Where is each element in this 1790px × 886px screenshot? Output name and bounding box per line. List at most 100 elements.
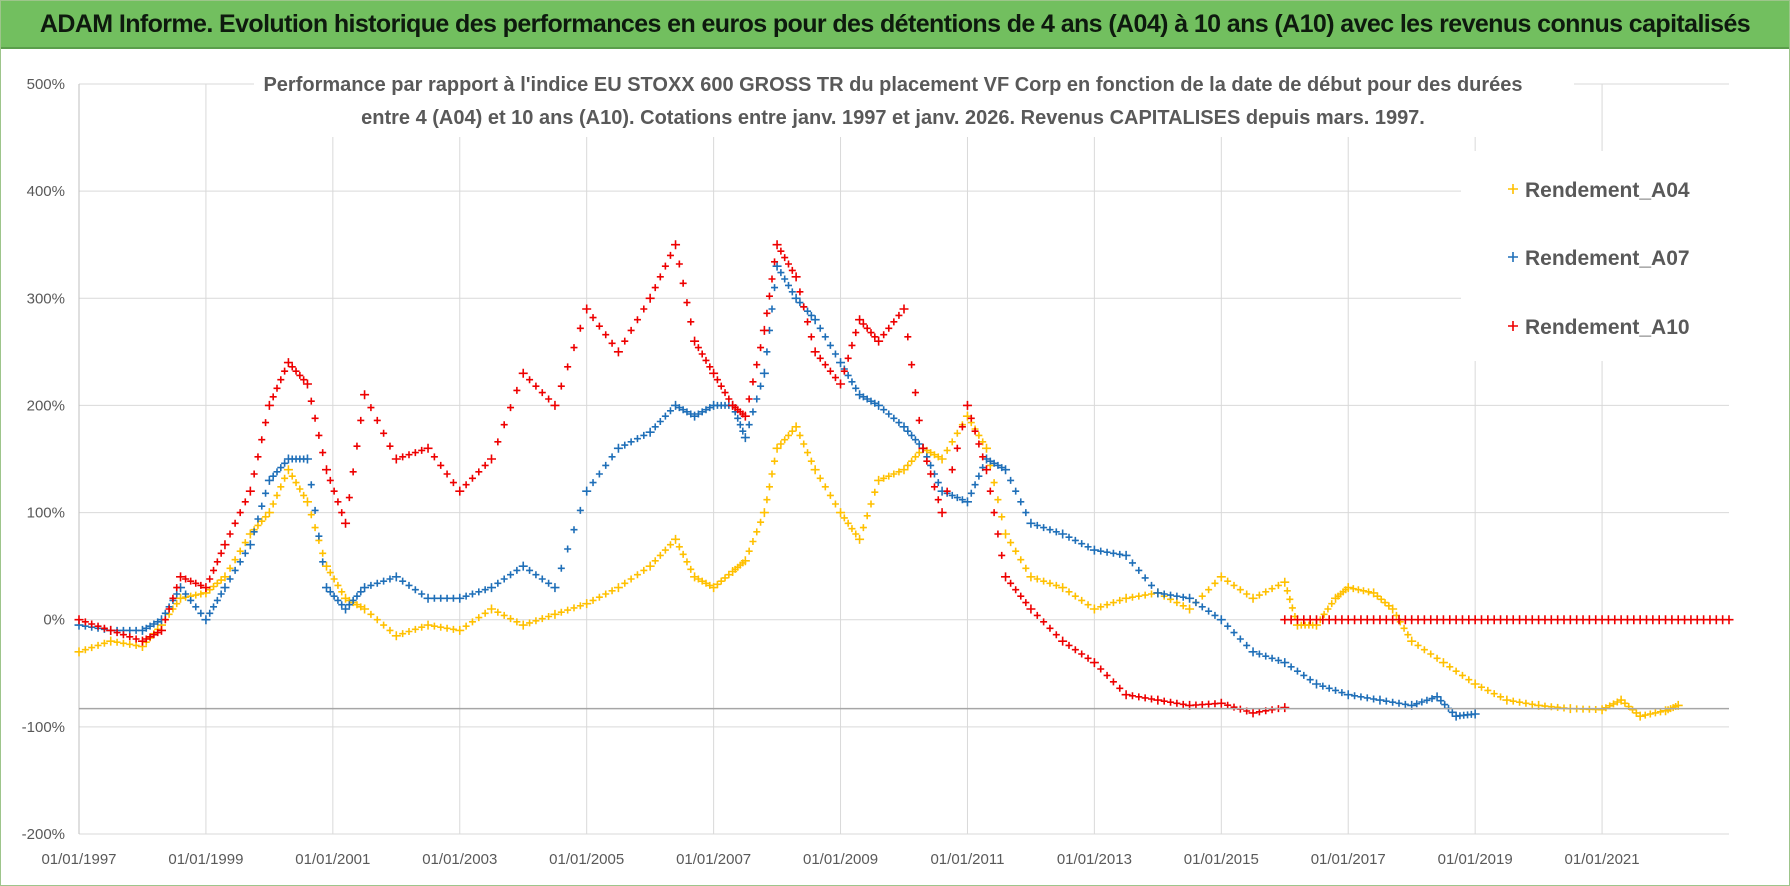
data-point-interp — [844, 519, 852, 527]
data-point-interp — [1012, 586, 1020, 594]
data-point-interp — [197, 590, 205, 598]
data-point-interp — [979, 453, 987, 461]
data-point-interp — [1621, 699, 1629, 707]
data-point-interp — [757, 518, 765, 526]
data-point-interp — [126, 640, 134, 648]
data-point-interp — [296, 485, 304, 493]
data-point-interp — [763, 496, 771, 504]
data-point-interp — [173, 590, 181, 598]
data-point-interp — [557, 608, 565, 616]
data-point-interp — [852, 530, 860, 538]
data-point-interp — [859, 320, 867, 328]
data-point-interp — [880, 331, 888, 339]
data-point-interp — [831, 374, 839, 382]
data-point — [962, 400, 972, 410]
data-point-interp — [721, 574, 729, 582]
data-point-interp — [281, 474, 289, 482]
data-point-interp — [1465, 676, 1473, 684]
data-point-interp — [725, 571, 733, 579]
data-point-interp — [1224, 701, 1232, 709]
data-point-interp — [1324, 605, 1332, 613]
data-point — [1058, 583, 1068, 593]
x-tick-label: 01/01/2013 — [1057, 851, 1132, 868]
data-point-interp — [934, 496, 942, 504]
y-tick-label: 500% — [27, 76, 65, 93]
data-point-interp — [1300, 671, 1308, 679]
data-point-interp — [1236, 586, 1244, 594]
data-point-interp — [848, 525, 856, 533]
data-point-interp — [927, 470, 935, 478]
data-point-interp — [1338, 689, 1346, 697]
data-point — [855, 390, 865, 400]
data-point-interp — [250, 528, 258, 536]
data-point-interp — [315, 532, 323, 540]
data-point-interp — [269, 393, 277, 401]
data-point-interp — [698, 350, 706, 358]
data-point-interp — [557, 382, 565, 390]
data-point-interp — [1651, 709, 1659, 717]
data-point — [690, 336, 700, 346]
data-point-interp — [411, 586, 419, 594]
data-point-interp — [895, 419, 903, 427]
data-point-interp — [885, 324, 893, 332]
subtitle-background — [254, 67, 1574, 137]
data-point-interp — [1012, 547, 1020, 555]
data-point-interp — [1328, 600, 1336, 608]
data-point-interp — [781, 436, 789, 444]
data-point-interp — [816, 354, 824, 362]
data-point-interp — [217, 576, 225, 584]
data-point-interp — [132, 635, 140, 643]
data-point-interp — [462, 592, 470, 600]
data-point-interp — [807, 333, 815, 341]
data-point-interp — [661, 262, 669, 270]
data-point-interp — [300, 491, 308, 499]
data-point — [1438, 658, 1448, 668]
data-point-interp — [990, 459, 998, 467]
data-point-interp — [481, 586, 489, 594]
data-point-interp — [627, 326, 635, 334]
data-point-interp — [1262, 588, 1270, 596]
data-point-interp — [683, 299, 691, 307]
data-point-interp — [595, 322, 603, 330]
data-point-interp — [258, 436, 266, 444]
data-point — [550, 400, 560, 410]
data-point-interp — [948, 466, 956, 474]
data-point-interp — [449, 625, 457, 633]
data-point-interp — [859, 393, 867, 401]
data-point — [391, 454, 401, 464]
data-point-interp — [273, 491, 281, 499]
data-point — [1185, 604, 1195, 614]
y-tick-label: 400% — [27, 183, 65, 200]
data-point-interp — [292, 367, 300, 375]
data-point-interp — [570, 344, 578, 352]
data-point-interp — [357, 416, 365, 424]
data-point-interp — [589, 314, 597, 322]
data-point-interp — [1046, 624, 1054, 632]
data-point-interp — [113, 629, 121, 637]
data-point — [1026, 604, 1036, 614]
data-point — [360, 583, 370, 593]
data-point-interp — [1211, 579, 1219, 587]
data-point — [874, 336, 884, 346]
data-point-interp — [702, 579, 710, 587]
data-point-interp — [319, 549, 327, 557]
data-point-interp — [1084, 601, 1092, 609]
data-point-interp — [777, 247, 785, 255]
data-point-interp — [399, 577, 407, 585]
data-point-interp — [1286, 595, 1294, 603]
data-point-interp — [687, 410, 695, 418]
data-point-interp — [1135, 693, 1143, 701]
data-point-interp — [943, 487, 951, 495]
data-point-interp — [500, 611, 508, 619]
data-point-interp — [840, 514, 848, 522]
data-point-interp — [589, 596, 597, 604]
data-point-interp — [804, 307, 812, 315]
data-point-interp — [848, 341, 856, 349]
data-point-interp — [334, 581, 342, 589]
data-point-interp — [621, 579, 629, 587]
data-point — [322, 561, 331, 571]
data-point — [74, 615, 84, 625]
data-point — [423, 443, 433, 453]
data-point-interp — [867, 329, 875, 337]
data-point-interp — [788, 427, 796, 435]
